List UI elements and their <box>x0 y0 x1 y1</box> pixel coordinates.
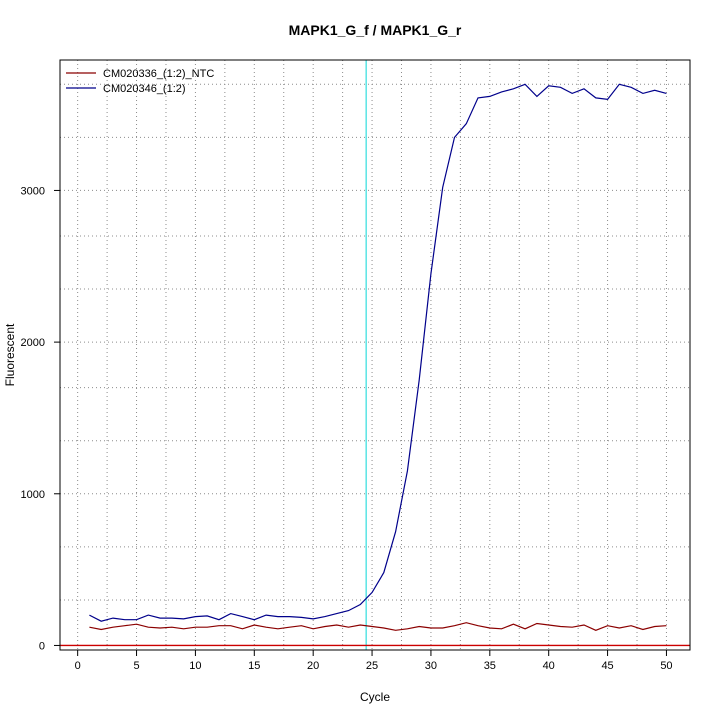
grid <box>60 60 690 650</box>
x-axis: 0 5 10 15 20 25 30 35 40 45 50 <box>75 650 673 672</box>
series-group <box>89 83 667 631</box>
x-tick-label: 5 <box>133 660 139 672</box>
reference-lines <box>60 60 690 650</box>
x-tick-label: 30 <box>425 660 437 672</box>
x-tick-label: 40 <box>543 660 555 672</box>
x-tick-label: 15 <box>248 660 260 672</box>
x-axis-label: Cycle <box>360 690 390 704</box>
legend: CM020336_(1:2)_NTC CM020346_(1:2) <box>66 68 214 95</box>
x-tick-label: 25 <box>366 660 378 672</box>
series-line-1 <box>89 622 667 631</box>
y-tick-label: 0 <box>39 640 45 652</box>
legend-label-2: CM020346_(1:2) <box>103 83 186 95</box>
x-tick-label: 0 <box>75 660 81 672</box>
series-line-2 <box>89 83 667 622</box>
y-tick-label: 1000 <box>21 489 45 501</box>
x-tick-label: 20 <box>307 660 319 672</box>
y-tick-label: 3000 <box>21 185 45 197</box>
legend-label-1: CM020336_(1:2)_NTC <box>103 68 214 80</box>
x-tick-label: 35 <box>484 660 496 672</box>
x-tick-label: 50 <box>660 660 672 672</box>
y-axis: 0 1000 2000 3000 <box>21 185 60 652</box>
plot-frame <box>59 59 691 651</box>
x-tick-label: 45 <box>601 660 613 672</box>
chart-title: MAPK1_G_f / MAPK1_G_r <box>289 22 462 38</box>
y-tick-label: 2000 <box>21 337 45 349</box>
x-tick-label: 10 <box>189 660 201 672</box>
y-axis-label: Fluorescent <box>3 323 17 386</box>
